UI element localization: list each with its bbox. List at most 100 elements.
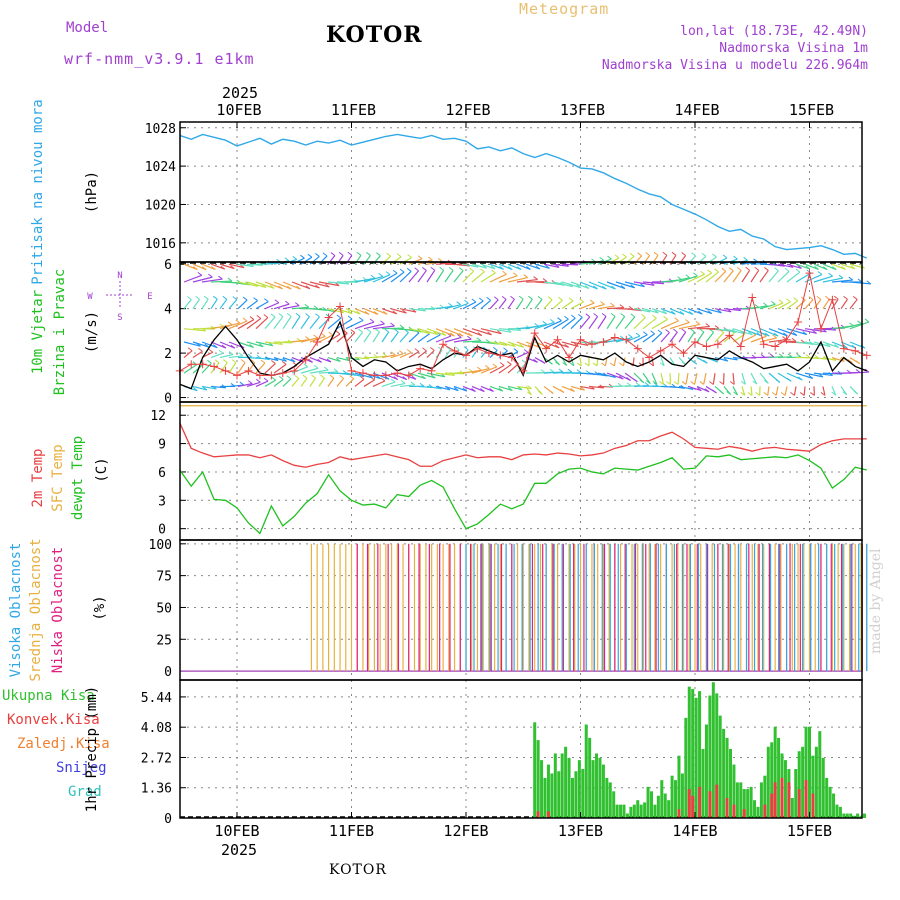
- wind-gust-point: [462, 351, 470, 360]
- wind-barb-head: [831, 266, 837, 271]
- wind-barb-head: [533, 276, 538, 280]
- wind-barb-head: [454, 387, 459, 391]
- wind-barb: [712, 373, 716, 385]
- dewpoint-line: [179, 454, 867, 535]
- precip-bar-total: [581, 769, 585, 818]
- precip-bar-total: [842, 813, 846, 818]
- wind-gust-point: [725, 331, 734, 340]
- wind-barb-head: [559, 389, 565, 393]
- wind-barb-head: [221, 344, 227, 349]
- wind-barb-head: [493, 296, 499, 301]
- wind-barb-head: [646, 380, 651, 385]
- wind-barb-head: [755, 392, 760, 396]
- wind-barb-head: [600, 301, 605, 305]
- wind-barb-head: [238, 352, 243, 357]
- wind-barb: [309, 281, 330, 288]
- wind-barb: [318, 377, 325, 387]
- precip-bar-total: [704, 724, 708, 818]
- wind-barb-head: [380, 320, 385, 325]
- x-tick-label-top: 12FEB: [445, 101, 490, 119]
- wind-barb-head: [754, 266, 760, 271]
- y-tick-label: 9: [158, 438, 166, 453]
- precip-bar-total: [753, 800, 757, 818]
- wind-barb: [777, 263, 794, 268]
- wind-barb-head: [497, 330, 502, 335]
- wind-barb: [786, 328, 807, 336]
- wind-gust-point: [427, 366, 436, 375]
- wind-barb: [768, 328, 788, 337]
- wind-gust-point: [794, 318, 803, 326]
- wind-barb: [552, 281, 573, 288]
- wind-barb-head: [253, 297, 258, 302]
- wind-barb: [579, 316, 591, 330]
- wind-barb-head: [458, 267, 464, 272]
- wind-barb: [570, 316, 583, 330]
- wind-barb-head: [218, 275, 223, 280]
- wind-barb-head: [204, 343, 210, 348]
- wind-barb: [336, 318, 353, 330]
- precip-bar-total: [677, 755, 681, 818]
- wind-barb-head: [662, 251, 668, 256]
- wind-barb: [561, 341, 579, 348]
- precip-bar-total: [567, 757, 571, 818]
- wind-barb: [408, 351, 420, 359]
- wind-barb-head: [490, 265, 496, 270]
- wind-barb: [633, 316, 646, 330]
- precip-bar-total: [773, 726, 777, 818]
- precip-bar-total: [728, 749, 732, 818]
- precip-bar-total: [698, 691, 702, 818]
- wind-barb-head: [611, 285, 616, 290]
- wind-barb: [489, 364, 505, 374]
- wind-barb: [633, 334, 648, 343]
- wind-barb-head: [547, 296, 553, 301]
- precip-bar-total: [619, 804, 623, 818]
- wind-barb: [435, 262, 452, 265]
- wind-barb: [435, 372, 455, 376]
- wind-barb-head: [659, 362, 665, 367]
- wind-barb-head: [558, 368, 564, 373]
- wind-barb-head: [322, 252, 328, 257]
- wind-barb-head: [492, 363, 498, 368]
- precip-bar-total: [687, 686, 691, 818]
- precip-bar-total: [852, 815, 856, 818]
- wind-barb-head: [834, 344, 839, 348]
- wind-barb-head: [260, 359, 266, 364]
- wind-barb: [651, 357, 655, 367]
- wind-barb-head: [392, 310, 398, 315]
- pressure-ylabel: Pritisak na nivou mora: [30, 99, 46, 284]
- precip-bar-total: [763, 775, 767, 818]
- wind-barb-head: [666, 381, 671, 385]
- wind-barb-head: [304, 303, 310, 308]
- wind-barb: [775, 386, 779, 396]
- precip-bar-total: [656, 795, 660, 818]
- wind-barb: [264, 281, 283, 290]
- wind-barb-head: [850, 265, 856, 270]
- wind-barb: [426, 372, 446, 378]
- wind-barb: [624, 281, 645, 288]
- wind-barb: [237, 362, 246, 374]
- wind-barb: [687, 331, 696, 343]
- wind-barb: [759, 270, 769, 283]
- wind-barb-head: [207, 359, 212, 364]
- precip-bar-conv: [804, 780, 808, 818]
- wind-barb: [660, 308, 676, 315]
- wind-barb-head: [748, 331, 753, 336]
- wind-barb-head: [286, 375, 292, 380]
- precip-bar-total: [759, 782, 763, 818]
- precip-bar-conv: [763, 804, 767, 818]
- wind-barb: [210, 385, 226, 389]
- wind-barb: [336, 308, 353, 315]
- wind-barb: [714, 328, 737, 333]
- wind-barb: [534, 299, 543, 310]
- wind-barb: [264, 316, 276, 330]
- wind-barb-head: [526, 391, 532, 396]
- wind-barb-head: [498, 387, 504, 392]
- wind-barb: [390, 256, 402, 265]
- wind-barb: [750, 269, 760, 283]
- wind-barb-head: [477, 332, 483, 336]
- wind-barb-head: [771, 300, 776, 305]
- wind-barb-head: [838, 274, 844, 279]
- wind-barb-head: [740, 391, 745, 396]
- wind-barb-head: [281, 360, 287, 365]
- wind-barb-head: [700, 270, 705, 275]
